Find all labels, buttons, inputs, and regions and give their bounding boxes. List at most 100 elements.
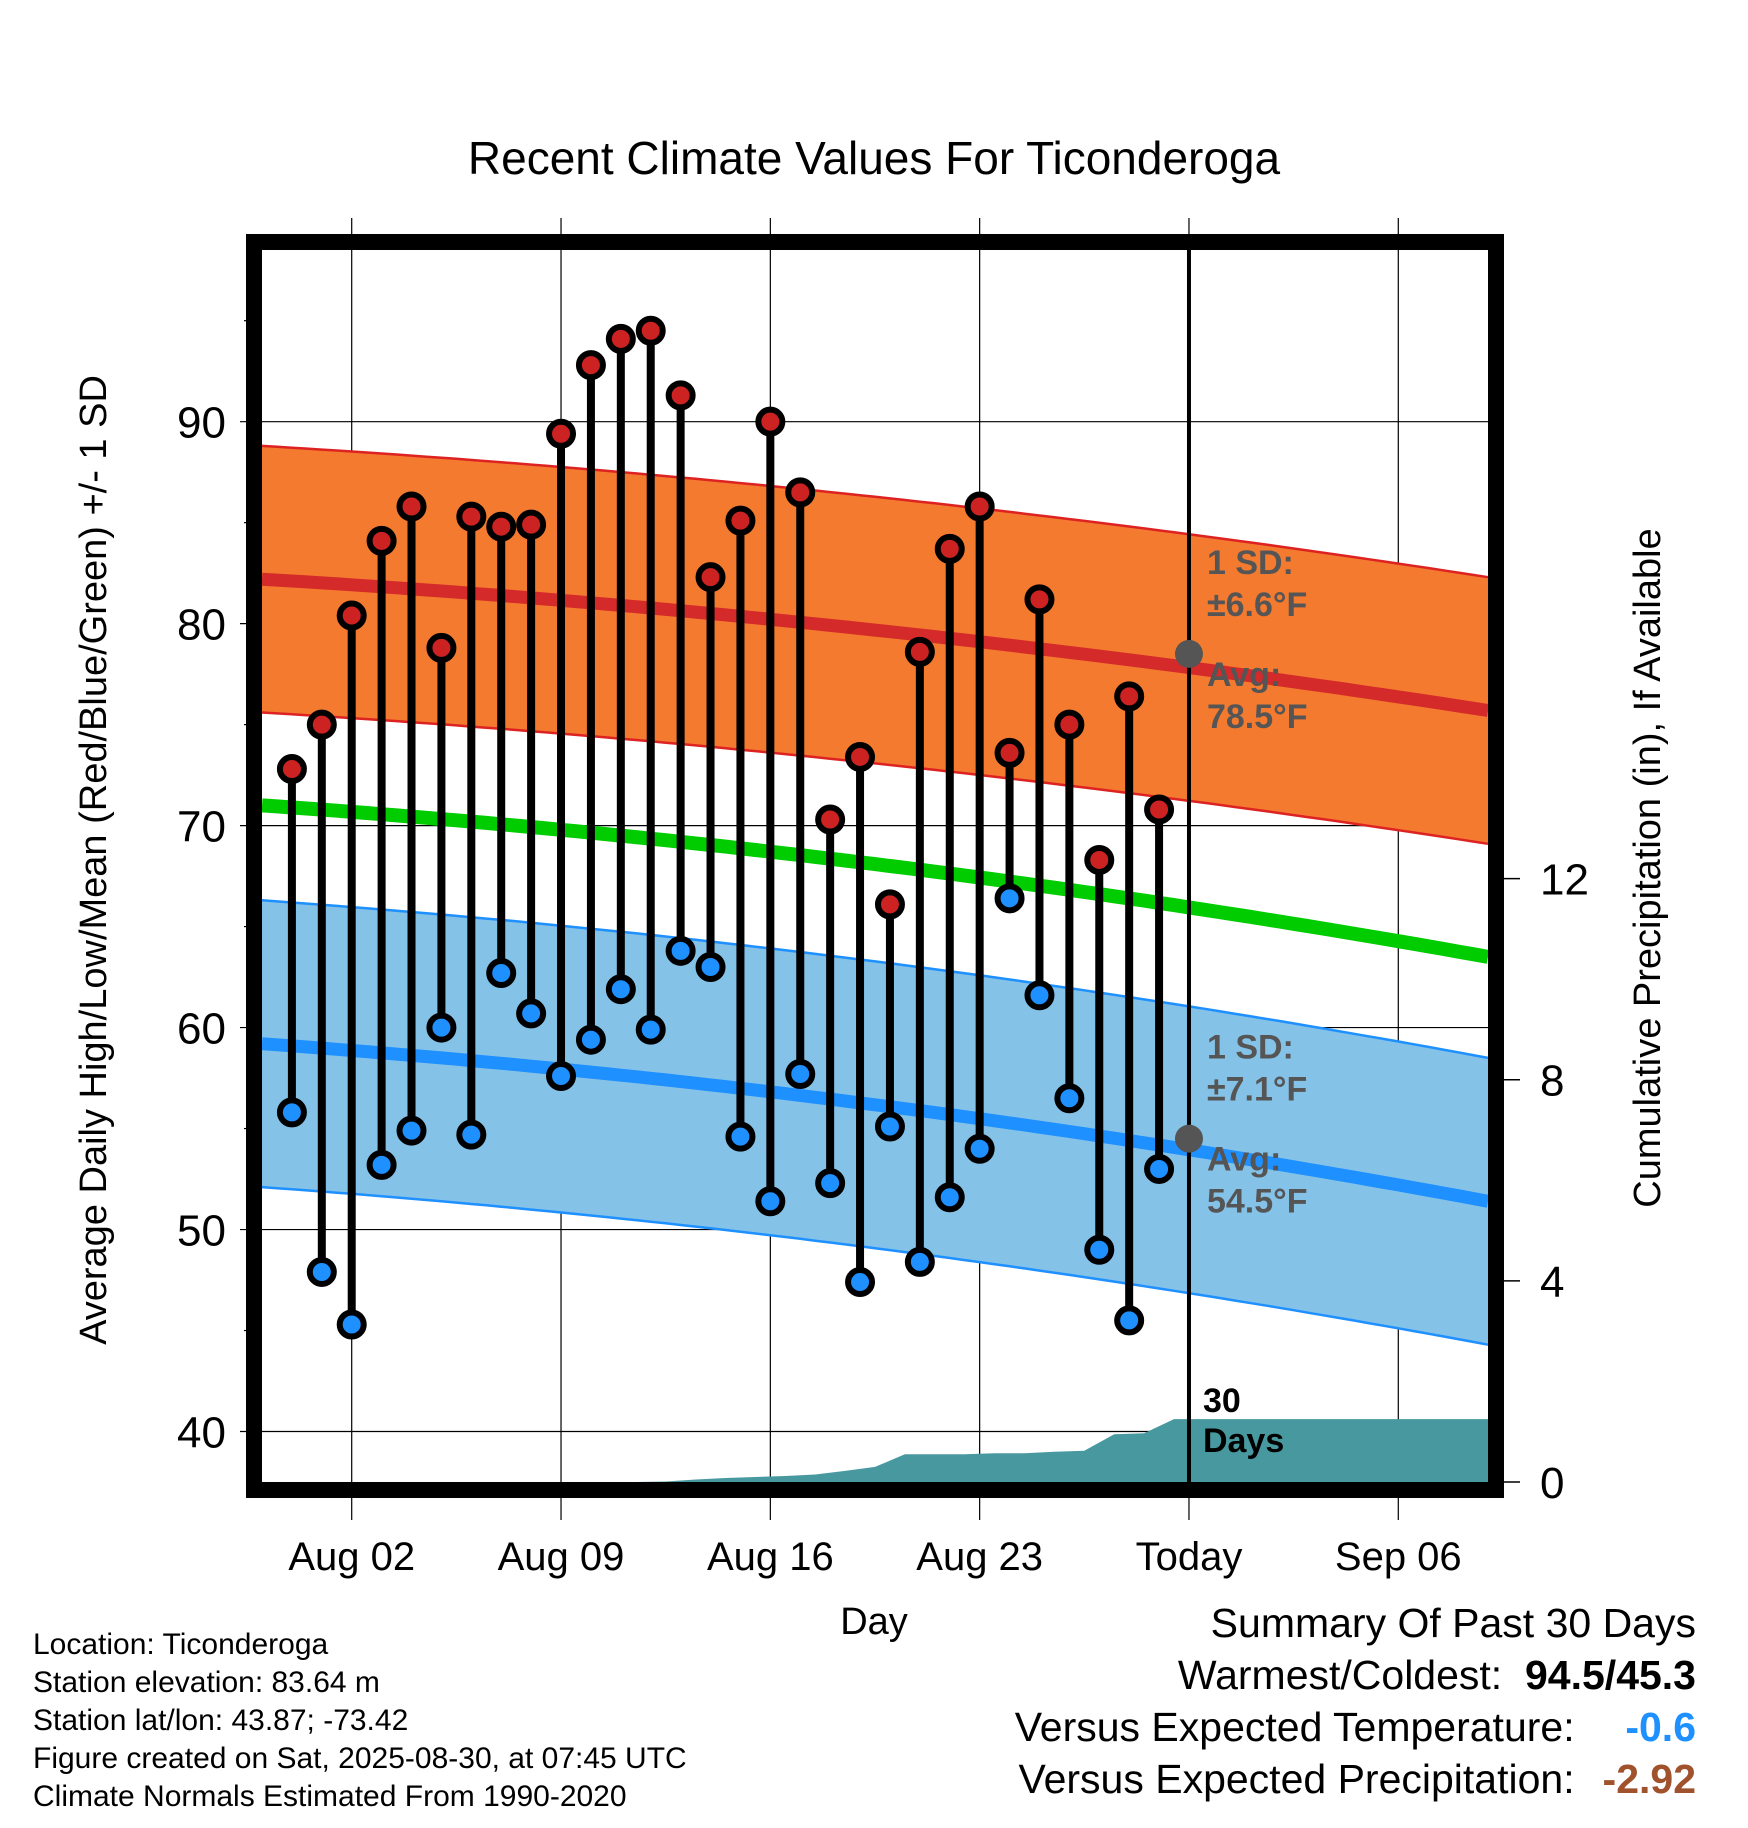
- daily-low-point: [426, 1012, 457, 1043]
- daily-low-point: [336, 1309, 367, 1340]
- created-text: Figure created on Sat, 2025-08-30, at 07…: [33, 1742, 687, 1775]
- daily-low-point: [276, 1097, 307, 1128]
- x-tick-label: Aug 16: [707, 1535, 834, 1579]
- daily-high-point: [695, 562, 726, 593]
- x-axis-label: Day: [840, 1601, 908, 1643]
- x-tick-label: Today: [1136, 1535, 1243, 1579]
- daily-high-point: [725, 505, 756, 536]
- y-tick-label: 40: [177, 1409, 226, 1458]
- daily-high-point: [336, 600, 367, 631]
- precip-value: -2.92: [1602, 1756, 1696, 1802]
- summary-heading: Summary Of Past 30 Days: [1210, 1600, 1696, 1646]
- daily-high-point: [516, 509, 547, 540]
- y2-tick-label: 12: [1540, 856, 1589, 905]
- normals-text: Climate Normals Estimated From 1990-2020: [33, 1780, 627, 1813]
- daily-high-point: [1054, 709, 1085, 740]
- daily-high-point: [1114, 681, 1145, 712]
- y2-tick-label: 8: [1540, 1057, 1564, 1106]
- daily-low-point: [755, 1186, 786, 1217]
- daily-high-point: [964, 491, 995, 522]
- daily-high-point: [635, 315, 666, 346]
- temp-label: Versus Expected Temperature:: [1014, 1704, 1575, 1750]
- daily-low-point: [1024, 980, 1055, 1011]
- high-sd-lower-edge: [261, 711, 1489, 846]
- low-avg-value-label: 54.5°F: [1207, 1183, 1308, 1221]
- daily-low-point: [874, 1111, 905, 1142]
- summary-warm-cold: Warmest/Coldest: 94.5/45.3: [1015, 1652, 1696, 1704]
- summary-temp: Versus Expected Temperature: -0.6: [1015, 1704, 1696, 1756]
- daily-low-point: [1114, 1305, 1145, 1336]
- daily-low-point: [1084, 1234, 1115, 1265]
- daily-high-point: [845, 741, 876, 772]
- high-avg-value-label: 78.5°F: [1207, 698, 1308, 736]
- daily-high-point: [456, 501, 487, 532]
- daily-low-point: [665, 935, 696, 966]
- days-count-label: 30: [1203, 1382, 1241, 1420]
- summary-precip: Versus Expected Precipitation: -2.92: [1015, 1756, 1697, 1808]
- daily-high-point: [815, 804, 846, 835]
- high-sd-value-label: ±6.6°F: [1207, 586, 1307, 624]
- daily-low-point: [486, 958, 517, 989]
- high-avg-label: Avg:: [1207, 656, 1281, 694]
- daily-high-point: [1084, 844, 1115, 875]
- daily-high-point: [874, 889, 905, 920]
- daily-low-point: [845, 1267, 876, 1298]
- high-sd-band: [262, 445, 1488, 844]
- summary-panel: Summary Of Past 30 Days Warmest/Coldest:…: [1015, 1600, 1696, 1808]
- daily-high-point: [575, 350, 606, 381]
- today-low-avg-marker: [1174, 1124, 1203, 1153]
- y-tick-label: 70: [177, 803, 226, 852]
- latlon-text: Station lat/lon: 43.87; -73.42: [33, 1704, 409, 1737]
- daily-low-point: [725, 1121, 756, 1152]
- daily-high-point: [934, 533, 965, 564]
- low-sd-upper-edge: [261, 899, 1489, 1060]
- daily-high-point: [426, 632, 457, 663]
- y-axis-label: Average Daily High/Low/Mean (Red/Blue/Gr…: [73, 375, 115, 1345]
- y-tick-label: 50: [177, 1207, 226, 1256]
- daily-low-point: [1144, 1153, 1175, 1184]
- days-word-label: Days: [1203, 1422, 1284, 1460]
- today-high-avg-marker: [1174, 639, 1203, 668]
- warm-cold-value: 94.5/45.3: [1525, 1652, 1696, 1698]
- low-sd-lower-edge: [261, 1185, 1489, 1346]
- daily-low-point: [605, 974, 636, 1005]
- x-tick-label: Sep 06: [1335, 1535, 1462, 1579]
- station-info: Location: Ticonderoga Station elevation:…: [33, 1626, 687, 1816]
- y2-tick-label: 0: [1540, 1459, 1564, 1508]
- chart-title: Recent Climate Values For Ticonderoga: [468, 132, 1281, 184]
- x-tick-label: Aug 23: [916, 1535, 1043, 1579]
- low-sd-label: 1 SD:: [1207, 1029, 1294, 1067]
- plot-area: 1 SD: ±6.6°F Avg: 78.5°F 1 SD: ±7.1°F Avg: 54.5…: [177, 218, 1589, 1579]
- temp-value: -0.6: [1625, 1704, 1696, 1750]
- daily-high-point: [785, 477, 816, 508]
- daily-low-point: [964, 1133, 995, 1164]
- daily-low-point: [635, 1014, 666, 1045]
- daily-low-point: [994, 883, 1025, 914]
- daily-high-point: [605, 323, 636, 354]
- daily-low-point: [904, 1246, 935, 1277]
- daily-low-point: [366, 1149, 397, 1180]
- normal-mean-line: [261, 798, 1490, 964]
- daily-low-point: [1054, 1083, 1085, 1114]
- y-tick-label: 90: [177, 399, 226, 448]
- warm-cold-label: Warmest/Coldest:: [1177, 1652, 1503, 1698]
- daily-low-point: [546, 1061, 577, 1092]
- daily-high-point: [1024, 584, 1055, 615]
- daily-low-point: [815, 1168, 846, 1199]
- y2-axis-label: Cumulative Precipitation (in), If Availa…: [1627, 528, 1669, 1207]
- normal-high-line: [261, 572, 1489, 717]
- daily-high-point: [306, 709, 337, 740]
- daily-high-point: [486, 511, 517, 542]
- low-avg-label: Avg:: [1207, 1141, 1281, 1179]
- daily-high-point: [665, 380, 696, 411]
- plot-frame: [246, 234, 1504, 1498]
- x-tick-label: Aug 09: [498, 1535, 625, 1579]
- low-sd-value-label: ±7.1°F: [1207, 1071, 1307, 1109]
- y2-tick-label: 4: [1540, 1258, 1564, 1307]
- y-tick-label: 80: [177, 601, 226, 650]
- high-sd-label: 1 SD:: [1207, 544, 1294, 582]
- daily-high-point: [904, 636, 935, 667]
- daily-low-point: [575, 1024, 606, 1055]
- daily-low-point: [785, 1059, 816, 1090]
